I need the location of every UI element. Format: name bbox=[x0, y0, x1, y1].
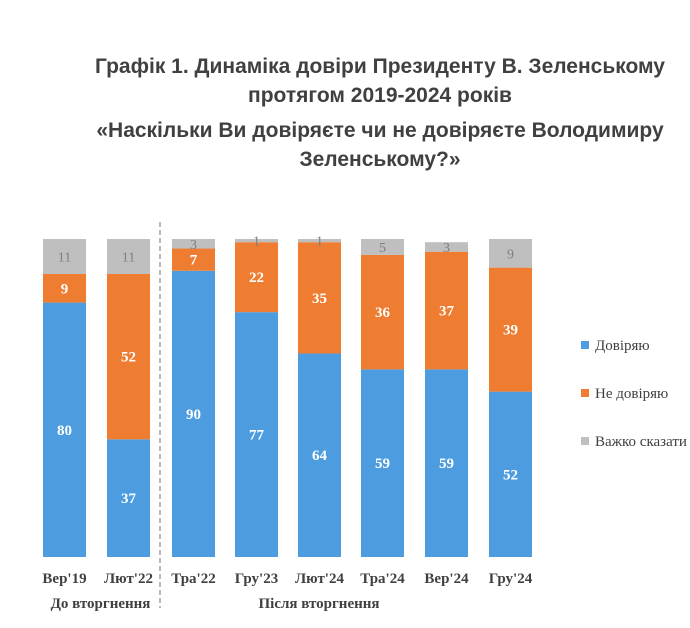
bar-segment-distrust bbox=[107, 273, 150, 440]
legend-swatch bbox=[581, 437, 589, 445]
data-label: 9 bbox=[61, 281, 69, 297]
bar-segment-hard-to-say bbox=[235, 239, 278, 243]
bar-segment-hard-to-say bbox=[172, 239, 215, 249]
data-label: 35 bbox=[312, 291, 327, 307]
data-label: 80 bbox=[57, 423, 72, 439]
bar-segment-trust bbox=[489, 391, 532, 557]
x-tick-label: Гру'23 bbox=[235, 571, 278, 587]
data-label: 3 bbox=[443, 241, 450, 256]
x-tick-label: Тра'22 bbox=[171, 571, 215, 587]
legend-swatch bbox=[581, 389, 589, 397]
bar-segment-hard-to-say bbox=[361, 239, 404, 255]
data-label: 52 bbox=[503, 467, 518, 483]
bar-segment-hard-to-say bbox=[43, 239, 86, 274]
data-label: 1 bbox=[316, 235, 323, 250]
x-tick-label: Вер'19 bbox=[42, 571, 86, 587]
data-label: 22 bbox=[249, 270, 264, 286]
chart-title-line-2: протягом 2019-2024 років bbox=[248, 84, 512, 107]
data-label: 52 bbox=[121, 350, 136, 366]
legend-swatch bbox=[581, 341, 589, 349]
bar-segment-distrust bbox=[235, 242, 278, 313]
x-tick-label: Тра'24 bbox=[360, 571, 405, 587]
x-tick-label: Лют'24 bbox=[295, 571, 344, 587]
bar-segment-distrust bbox=[43, 273, 86, 303]
bar-segment-hard-to-say bbox=[107, 239, 150, 274]
bar-segment-trust bbox=[43, 302, 86, 557]
bar-segment-trust bbox=[425, 369, 468, 557]
legend-label: Важко сказати bbox=[595, 434, 687, 450]
data-label: 1 bbox=[253, 235, 260, 250]
data-label: 11 bbox=[122, 250, 135, 265]
chart-title: Графік 1. Динаміка довіри Президенту В. … bbox=[0, 52, 690, 110]
x-tick-label: Лют'22 bbox=[104, 571, 153, 587]
bar-segment-trust bbox=[172, 270, 215, 557]
chart-subtitle-line-1: «Наскільки Ви довіряєте чи не довіряєте … bbox=[96, 119, 664, 142]
chart-title-block: Графік 1. Динаміка довіри Президенту В. … bbox=[0, 52, 690, 174]
bar-segment-distrust bbox=[298, 242, 341, 354]
data-label: 59 bbox=[375, 456, 390, 472]
data-label: 39 bbox=[503, 323, 518, 339]
data-label: 37 bbox=[439, 304, 455, 320]
data-label: 64 bbox=[312, 448, 328, 464]
bar-segment-trust bbox=[235, 312, 278, 557]
data-label: 37 bbox=[121, 491, 137, 507]
chart-subtitle: «Наскільки Ви довіряєте чи не довіряєте … bbox=[0, 116, 690, 174]
bar-segment-trust bbox=[107, 439, 150, 557]
data-label: 77 bbox=[249, 428, 265, 444]
data-label: 9 bbox=[507, 247, 514, 262]
data-label: 3 bbox=[190, 238, 197, 253]
group-label: До вторгнення bbox=[51, 596, 151, 612]
bar-segment-trust bbox=[298, 353, 341, 557]
data-label: 59 bbox=[439, 456, 454, 472]
bar-segment-hard-to-say bbox=[489, 239, 532, 268]
data-label: 11 bbox=[58, 250, 71, 265]
bar-segment-distrust bbox=[361, 254, 404, 370]
bar-segment-distrust bbox=[489, 267, 532, 392]
data-label: 90 bbox=[186, 407, 201, 423]
bar-segment-hard-to-say bbox=[425, 242, 468, 252]
data-label: 5 bbox=[379, 241, 386, 256]
chart-title-line-1: Графік 1. Динаміка довіри Президенту В. … bbox=[95, 55, 665, 78]
bar-segment-distrust bbox=[425, 251, 468, 370]
bar-segment-distrust bbox=[172, 248, 215, 271]
bar-segment-hard-to-say bbox=[298, 239, 341, 243]
x-tick-label: Вер'24 bbox=[424, 571, 469, 587]
data-label: 36 bbox=[375, 305, 391, 321]
group-label: Після вторгнення bbox=[258, 596, 379, 612]
bar-segment-trust bbox=[361, 369, 404, 557]
x-tick-label: Гру'24 bbox=[489, 571, 533, 587]
chart-subtitle-line-2: Зеленському?» bbox=[299, 148, 461, 171]
legend-label: Довіряю bbox=[595, 338, 650, 354]
data-label: 7 bbox=[190, 253, 198, 269]
legend-label: Не довіряю bbox=[595, 386, 668, 402]
